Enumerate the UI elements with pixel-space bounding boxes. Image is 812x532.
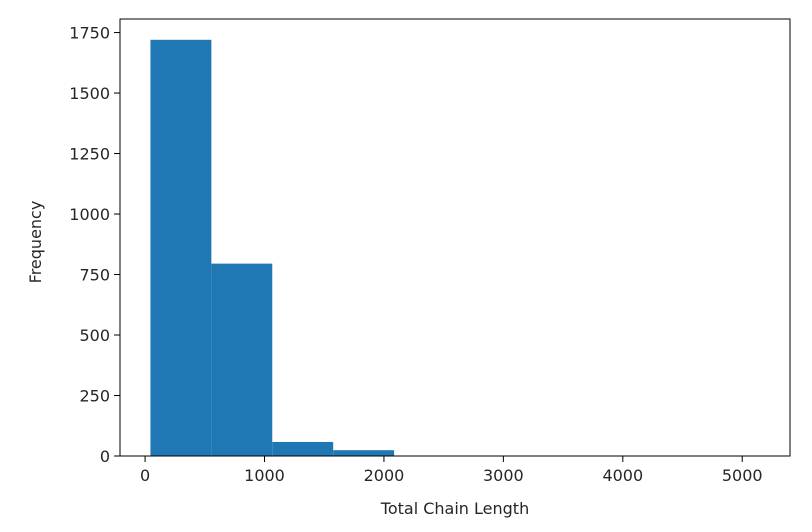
y-tick-label: 1000 xyxy=(69,205,110,224)
histogram-bar-0 xyxy=(150,39,212,457)
y-tick-label: 1250 xyxy=(69,145,110,164)
x-axis-label: Total Chain Length xyxy=(380,499,529,518)
x-tick-label: 1000 xyxy=(244,466,285,485)
histogram-bar-2 xyxy=(272,441,334,456)
histogram-bar-1 xyxy=(211,263,273,456)
histogram-bar-3 xyxy=(333,450,395,456)
x-tick-label: 2000 xyxy=(364,466,405,485)
y-axis-ticks: 0 250 500 750 1000 1250 1500 1750 xyxy=(69,24,120,466)
y-tick-label: 0 xyxy=(100,447,110,466)
histogram-bars xyxy=(150,39,760,457)
plot-frame xyxy=(119,18,791,457)
y-axis-label: Frequency xyxy=(26,201,45,284)
y-tick-label: 250 xyxy=(79,387,110,406)
x-tick-label: 5000 xyxy=(722,466,763,485)
y-tick-label: 500 xyxy=(79,326,110,345)
x-tick-label: 4000 xyxy=(602,466,643,485)
y-tick-label: 1500 xyxy=(69,84,110,103)
x-axis-ticks: 0 1000 2000 3000 4000 5000 xyxy=(140,456,763,485)
y-tick-label: 750 xyxy=(79,266,110,285)
x-tick-label: 3000 xyxy=(483,466,524,485)
x-tick-label: 0 xyxy=(140,466,150,485)
y-tick-label: 1750 xyxy=(69,24,110,43)
